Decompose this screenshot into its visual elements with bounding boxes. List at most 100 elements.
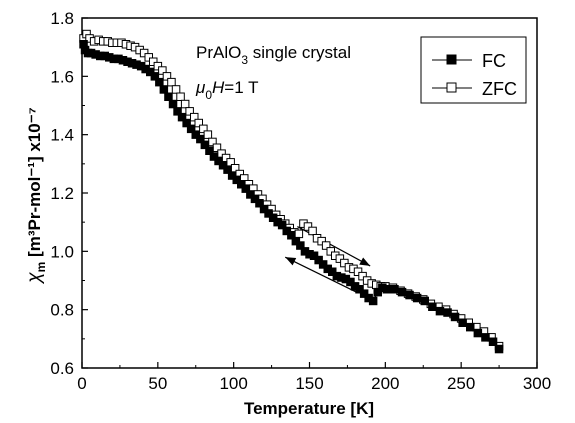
data-point-zfc: [144, 53, 153, 62]
data-point-fc: [309, 251, 319, 260]
arrow-head: [285, 257, 297, 266]
data-point-zfc: [321, 241, 331, 250]
data-point-fc: [277, 220, 287, 230]
data-point-fc: [494, 344, 504, 354]
data-point-fc: [241, 184, 250, 193]
data-point-fc: [214, 156, 223, 166]
data-point-fc: [368, 296, 378, 306]
data-point-fc: [282, 226, 291, 236]
y-tick-label: 1.8: [50, 9, 74, 28]
data-point-fc: [196, 134, 205, 144]
data-point-fc: [155, 77, 164, 87]
data-point-zfc: [317, 236, 326, 246]
data-point-fc: [191, 130, 200, 139]
legend-marker-zfc: [446, 82, 457, 93]
arrow-line: [297, 226, 371, 267]
data-point-fc: [146, 67, 155, 77]
data-point-fc: [218, 161, 228, 170]
data-point-fc: [359, 289, 369, 298]
x-tick-label: 150: [295, 374, 323, 393]
data-point-fc: [466, 322, 475, 332]
y-tick-label: 0.8: [50, 301, 74, 320]
y-axis-ticks: 0.6 0.8 1.0 1.2 1.4 1.6 1.8: [50, 9, 88, 378]
data-point-fc: [346, 277, 355, 287]
y-tick-label: 0.6: [50, 359, 74, 378]
data-point-fc: [458, 318, 467, 327]
x-axis-title: Temperature [K]: [244, 399, 374, 418]
data-point-fc: [481, 333, 490, 342]
legend-label-zfc: ZFC: [482, 79, 517, 99]
data-point-fc: [397, 287, 407, 297]
data-point-fc: [237, 180, 246, 189]
data-point-fc: [250, 194, 260, 204]
y-axis-title: χm [m³Pr-mol⁻¹] x10⁻⁷: [24, 107, 48, 284]
data-point-zfc: [153, 61, 163, 71]
legend: FC ZFC: [420, 36, 527, 104]
data-point-fc: [259, 204, 269, 214]
data-point-fc: [428, 302, 437, 311]
y-tick-label: 1.4: [50, 126, 74, 145]
data-point-fc: [150, 72, 160, 81]
data-point-zfc: [294, 229, 304, 239]
data-point-fc: [328, 267, 337, 276]
data-point-fc: [390, 285, 399, 294]
x-tick-label: 300: [523, 374, 551, 393]
data-point-zfc: [303, 222, 313, 231]
data-point-fc: [168, 99, 178, 109]
data-point-zfc: [176, 92, 185, 101]
data-point-fc: [488, 337, 498, 346]
data-point-zfc: [335, 254, 345, 263]
data-point-zfc: [308, 226, 317, 236]
data-point-zfc: [358, 271, 367, 281]
data-point-fc: [443, 308, 452, 317]
data-point-fc: [355, 285, 364, 294]
data-point-fc: [420, 296, 429, 306]
data-point-fc: [318, 260, 328, 269]
data-point-zfc: [203, 130, 213, 139]
x-tick-label: 100: [219, 374, 247, 393]
legend-label-fc: FC: [482, 51, 506, 71]
y-axis-units: [m³Pr-mol⁻¹] x10⁻⁷: [25, 107, 44, 257]
data-point-fc: [473, 328, 483, 338]
data-point-fc: [435, 306, 445, 316]
data-point-fc: [227, 171, 237, 180]
data-point-zfc: [190, 112, 199, 122]
data-point-fc: [296, 241, 305, 250]
data-point-fc: [412, 293, 422, 303]
data-point-fc: [268, 213, 278, 222]
data-point-fc: [164, 92, 173, 101]
x-tick-label: 200: [371, 374, 399, 393]
x-tick-label: 0: [77, 374, 86, 393]
y-axis-symbol-subscript: m: [34, 262, 48, 273]
legend-box: [420, 36, 527, 104]
data-point-fc: [382, 285, 392, 294]
legend-marker-fc: [446, 54, 457, 65]
data-point-fc: [173, 107, 182, 116]
data-point-fc: [205, 146, 214, 155]
data-point-fc: [232, 175, 241, 185]
data-point-zfc: [171, 85, 181, 94]
data-point-zfc: [149, 57, 158, 66]
data-point-fc: [209, 152, 219, 161]
data-point-fc: [182, 118, 191, 128]
data-point-zfc: [167, 77, 176, 87]
x-tick-label: 250: [447, 374, 475, 393]
data-point-fc: [223, 165, 232, 174]
data-point-fc: [314, 255, 323, 265]
y-tick-label: 1.6: [50, 67, 74, 86]
data-point-fc: [287, 231, 296, 240]
data-point-fc: [177, 112, 187, 122]
data-point-fc: [186, 124, 196, 134]
data-point-zfc: [199, 124, 208, 134]
data-point-fc: [255, 199, 264, 208]
data-point-zfc: [326, 247, 335, 256]
data-point-fc: [200, 140, 210, 150]
sample-annotation: PrAlO3 single crystal: [196, 43, 351, 67]
data-point-zfc: [180, 99, 190, 109]
data-point-zfc: [185, 107, 194, 116]
data-point-zfc: [162, 72, 172, 81]
y-tick-label: 1.2: [50, 184, 74, 203]
data-point-zfc: [139, 48, 149, 58]
data-point-zfc: [353, 267, 363, 276]
